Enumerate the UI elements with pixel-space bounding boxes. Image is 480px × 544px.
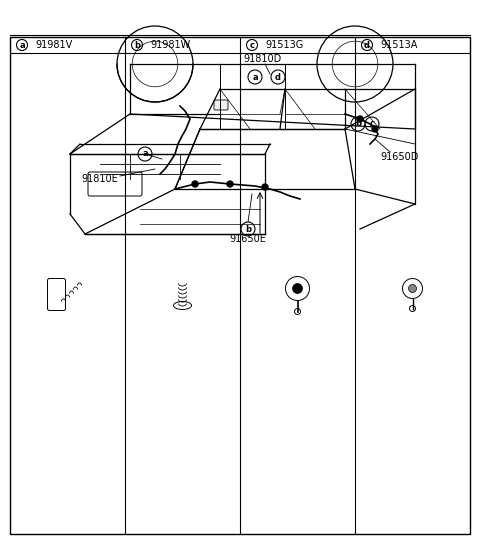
Text: 91513G: 91513G [265,40,303,50]
Circle shape [292,283,302,294]
Circle shape [372,126,378,132]
Text: 91981V: 91981V [35,40,72,50]
Text: d: d [275,72,281,82]
Text: 91810D: 91810D [243,54,281,64]
Text: a: a [142,150,148,158]
Circle shape [357,116,363,122]
Text: 91650E: 91650E [229,234,266,244]
Text: a: a [19,40,25,50]
Text: a: a [252,72,258,82]
FancyBboxPatch shape [214,100,228,110]
Text: b: b [355,120,361,128]
Text: 91810E: 91810E [82,174,119,184]
Text: d: d [364,40,370,50]
Text: b: b [245,225,251,233]
Circle shape [262,184,268,190]
Text: 91513A: 91513A [380,40,418,50]
Circle shape [408,285,417,293]
Circle shape [192,181,198,187]
Text: 91650D: 91650D [381,152,419,162]
Text: c: c [370,120,374,128]
Circle shape [227,181,233,187]
Text: b: b [134,40,140,50]
Text: c: c [250,40,254,50]
Text: 91981W: 91981W [150,40,190,50]
